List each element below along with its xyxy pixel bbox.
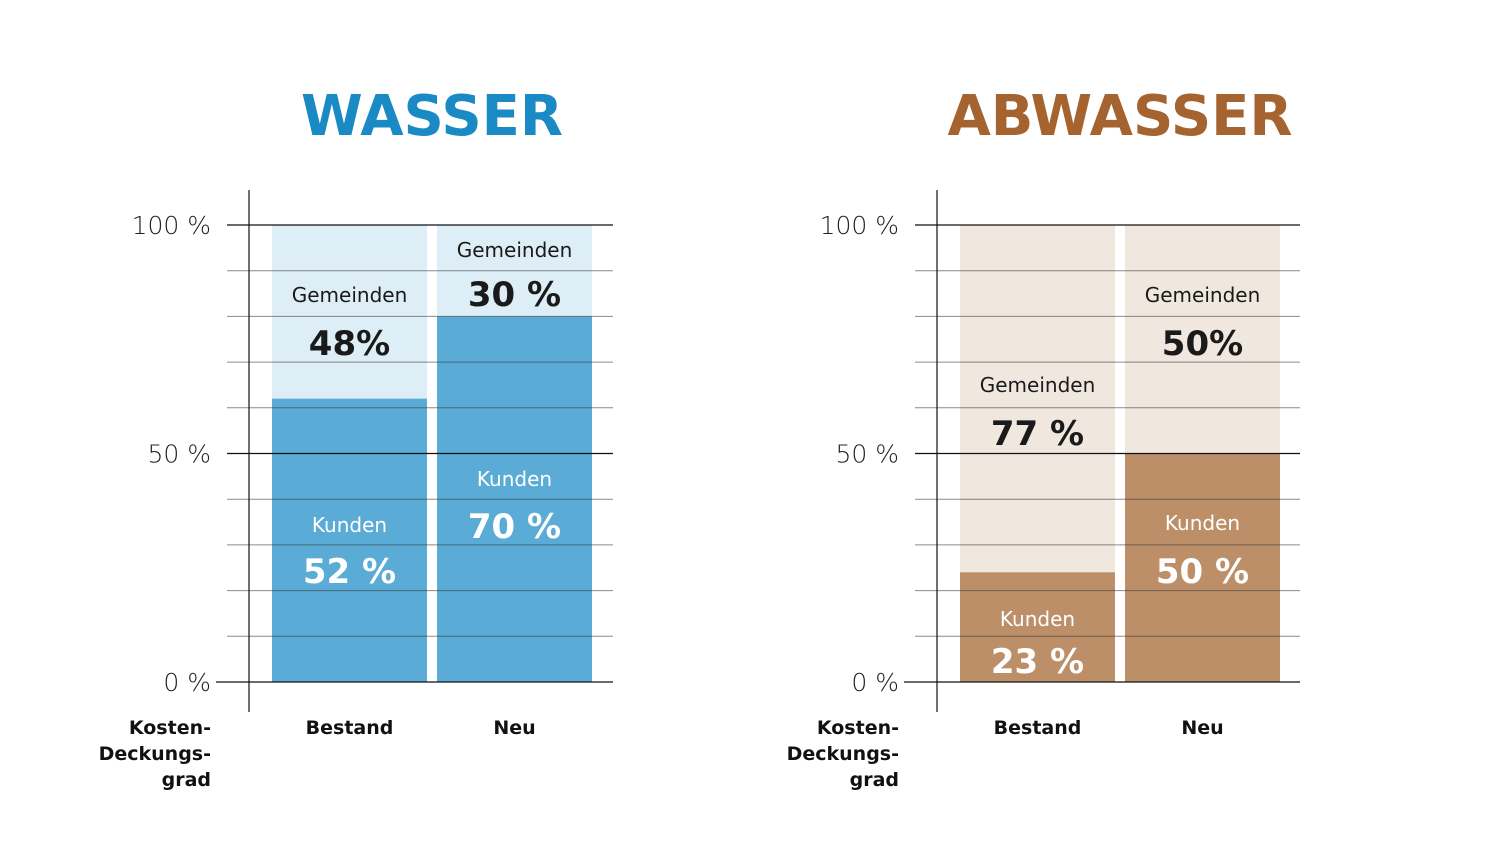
y-tick-label: 50 % <box>835 440 899 469</box>
bar-kunden-bestand <box>272 398 427 682</box>
y-tick-label: 50 % <box>147 440 211 469</box>
series-name-label: Gemeinden <box>457 238 573 262</box>
data-label-gemeinden: 50% <box>1162 324 1243 364</box>
y-axis-label: grad <box>162 769 211 791</box>
data-label-gemeinden: 30 % <box>468 275 561 315</box>
y-axis-label: Kosten- <box>817 717 899 739</box>
x-tick-label: Neu <box>493 717 535 739</box>
series-name-label: Gemeinden <box>292 283 408 307</box>
y-tick-label: 100 % <box>820 211 899 240</box>
data-label-kunden: 52 % <box>303 552 396 592</box>
y-axis-label: Kosten- <box>129 717 211 739</box>
chart-title: WASSER <box>301 84 563 149</box>
data-label-gemeinden: 77 % <box>991 414 1084 454</box>
data-label-kunden: 70 % <box>468 507 561 547</box>
bar-kunden-neu <box>1125 453 1280 682</box>
y-tick-label: 100 % <box>132 211 211 240</box>
series-name-label: Kunden <box>1000 607 1075 631</box>
data-label-kunden: 23 % <box>991 642 1084 682</box>
series-name-label: Kunden <box>312 513 387 537</box>
series-name-label: Gemeinden <box>980 373 1096 397</box>
data-label-gemeinden: 48% <box>309 324 390 364</box>
x-tick-label: Bestand <box>994 717 1082 739</box>
y-axis-label: Deckungs- <box>787 743 899 765</box>
x-tick-label: Bestand <box>306 717 394 739</box>
y-tick-label: 0 % <box>163 668 211 697</box>
x-tick-label: Neu <box>1181 717 1223 739</box>
y-axis-label: grad <box>850 769 899 791</box>
data-label-kunden: 50 % <box>1156 552 1249 592</box>
series-name-label: Kunden <box>477 467 552 491</box>
series-name-label: Gemeinden <box>1145 283 1261 307</box>
y-tick-label: 0 % <box>851 668 899 697</box>
series-name-label: Kunden <box>1165 511 1240 535</box>
y-axis-label: Deckungs- <box>99 743 211 765</box>
chart-title: ABWASSER <box>947 84 1292 149</box>
